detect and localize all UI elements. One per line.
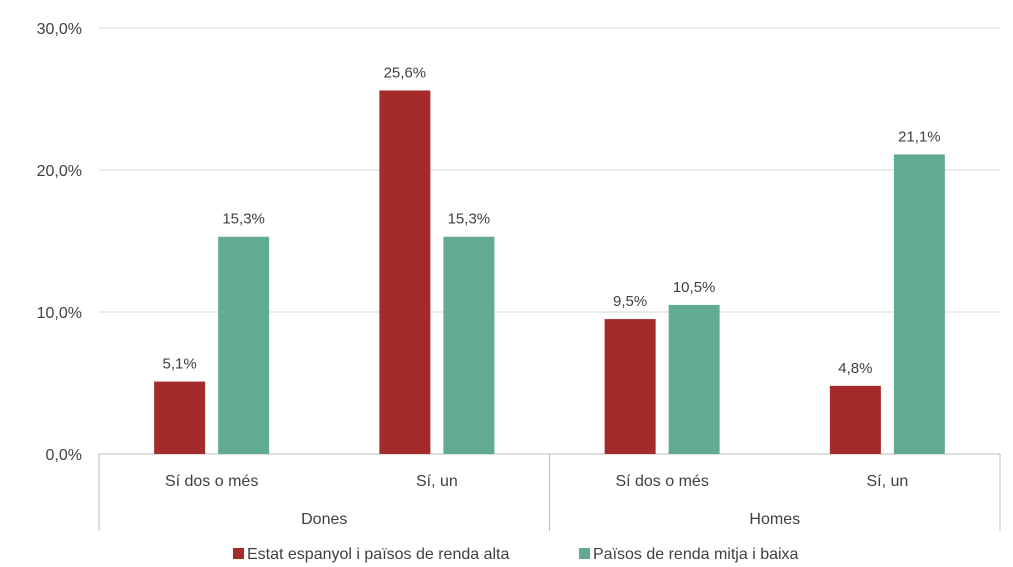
y-tick-label: 30,0% bbox=[37, 21, 82, 38]
legend-label: Països de renda mitja i baixa bbox=[593, 546, 799, 563]
data-label: 9,5% bbox=[613, 293, 647, 310]
data-label: 5,1% bbox=[163, 356, 197, 373]
bar bbox=[893, 154, 945, 454]
legend-label: Estat espanyol i països de renda alta bbox=[247, 546, 509, 563]
data-label: 4,8% bbox=[838, 360, 872, 377]
group-label: Homes bbox=[749, 511, 800, 528]
y-tick-label: 0,0% bbox=[46, 447, 82, 464]
bar bbox=[604, 319, 656, 454]
x-tick-label: Sí dos o més bbox=[615, 473, 708, 490]
bar bbox=[668, 304, 720, 454]
data-label: 21,1% bbox=[898, 128, 941, 145]
bar bbox=[154, 381, 206, 454]
bar bbox=[443, 236, 495, 454]
bar bbox=[379, 90, 431, 454]
y-tick-label: 20,0% bbox=[37, 163, 82, 180]
data-label: 25,6% bbox=[384, 64, 427, 81]
bar bbox=[218, 236, 270, 454]
legend-swatch bbox=[579, 548, 590, 559]
data-label: 15,3% bbox=[448, 211, 491, 228]
group-label: Dones bbox=[301, 511, 347, 528]
x-tick-label: Sí, un bbox=[416, 473, 458, 490]
bar bbox=[829, 385, 881, 454]
data-label: 10,5% bbox=[673, 279, 716, 296]
x-tick-label: Sí dos o més bbox=[165, 473, 258, 490]
data-label: 15,3% bbox=[222, 211, 265, 228]
x-tick-label: Sí, un bbox=[866, 473, 908, 490]
legend-swatch bbox=[233, 548, 244, 559]
y-tick-label: 10,0% bbox=[37, 305, 82, 322]
